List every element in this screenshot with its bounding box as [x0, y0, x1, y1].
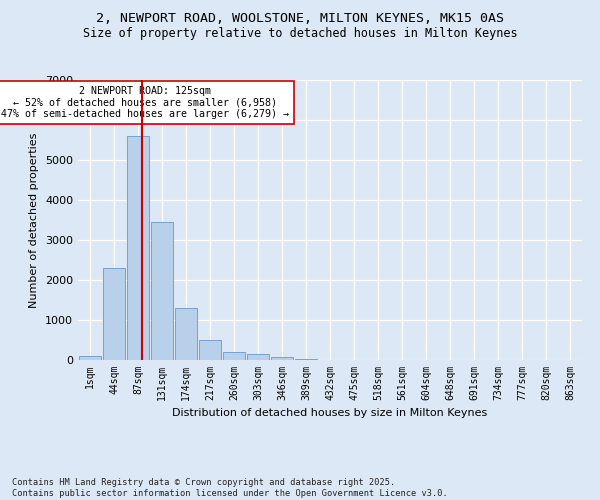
- Bar: [127, 136, 149, 360]
- Bar: [295, 359, 317, 360]
- Bar: [103, 268, 125, 360]
- Bar: [223, 352, 245, 360]
- Bar: [271, 357, 293, 360]
- Bar: [151, 222, 173, 360]
- Text: 2 NEWPORT ROAD: 125sqm
← 52% of detached houses are smaller (6,958)
47% of semi-: 2 NEWPORT ROAD: 125sqm ← 52% of detached…: [1, 86, 289, 119]
- Bar: [79, 356, 101, 360]
- Bar: [199, 340, 221, 360]
- X-axis label: Distribution of detached houses by size in Milton Keynes: Distribution of detached houses by size …: [172, 408, 488, 418]
- Text: Size of property relative to detached houses in Milton Keynes: Size of property relative to detached ho…: [83, 28, 517, 40]
- Text: 2, NEWPORT ROAD, WOOLSTONE, MILTON KEYNES, MK15 0AS: 2, NEWPORT ROAD, WOOLSTONE, MILTON KEYNE…: [96, 12, 504, 26]
- Text: Contains HM Land Registry data © Crown copyright and database right 2025.
Contai: Contains HM Land Registry data © Crown c…: [12, 478, 448, 498]
- Bar: [247, 354, 269, 360]
- Bar: [175, 308, 197, 360]
- Y-axis label: Number of detached properties: Number of detached properties: [29, 132, 40, 308]
